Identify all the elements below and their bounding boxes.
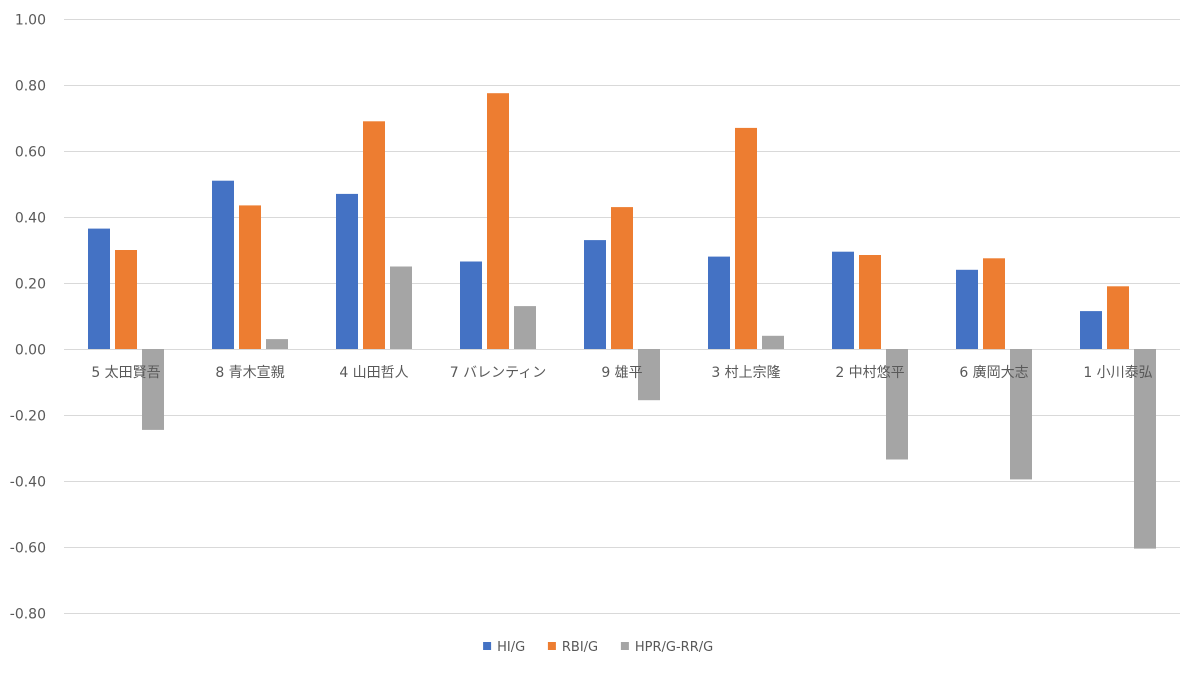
x-tick-label: 8 青木宣親: [215, 365, 284, 381]
bar-hpr-g-rr-g-7: [1010, 349, 1032, 480]
bar-hpr-g-rr-g-5: [762, 335, 784, 349]
x-tick-label: 1 小川泰弘: [1083, 365, 1152, 381]
y-tick-label: -0.20: [10, 409, 46, 425]
bar-hpr-g-rr-g-1: [266, 339, 288, 349]
y-tick-label: 1.00: [15, 13, 46, 29]
bar-hpr-g-rr-g-3: [514, 306, 536, 349]
bar-hi-g-1: [212, 180, 234, 349]
bar-hi-g-4: [584, 240, 606, 349]
x-tick-label: 7 バレンティン: [450, 365, 547, 381]
bar-rbi-g-6: [859, 255, 881, 349]
legend-label: RBI/G: [562, 640, 598, 655]
y-tick-label: 0.00: [15, 343, 46, 359]
legend-label: HPR/G-RR/G: [635, 640, 713, 655]
bar-rbi-g-8: [1107, 286, 1129, 349]
y-axis: 1.00 0.80 0.60 0.40 0.20 0.00 -0.20 -0.40 -0.60 -…: [10, 13, 46, 623]
bar-hpr-g-rr-g-0: [142, 349, 164, 430]
bar-rbi-g-1: [239, 205, 261, 349]
bar-hi-g-5: [708, 256, 730, 349]
legend-swatch: [483, 642, 492, 650]
legend-swatch: [547, 642, 556, 650]
x-tick-label: 6 廣岡大志: [959, 364, 1028, 381]
bar-rbi-g-2: [363, 121, 385, 349]
x-axis: 5 太田賢吾 8 青木宣親 4 山田哲人 7 バレンティン 9 雄平 3 村上宗隆 2 中村…: [91, 364, 1152, 381]
bar-hi-g-3: [460, 261, 482, 349]
legend: HI/G RBI/G HPR/G-RR/G: [483, 640, 713, 655]
bar-hpr-g-rr-g-4: [638, 349, 660, 401]
bar-hi-g-0: [88, 228, 110, 349]
y-tick-label: -0.80: [10, 607, 46, 623]
x-tick-label: 4 山田哲人: [339, 365, 408, 381]
bars: [88, 93, 1156, 549]
y-tick-label: 0.20: [15, 277, 46, 293]
bar-rbi-g-0: [115, 250, 137, 349]
bar-hi-g-7: [956, 269, 978, 349]
legend-swatch: [620, 642, 629, 650]
x-tick-label: 9 雄平: [601, 365, 642, 381]
bar-hpr-g-rr-g-6: [886, 349, 908, 460]
x-tick-label: 5 太田賢吾: [91, 365, 160, 381]
bar-hi-g-2: [336, 193, 358, 349]
x-tick-label: 2 中村悠平: [835, 365, 904, 381]
y-tick-label: -0.60: [10, 541, 46, 557]
bar-rbi-g-5: [735, 127, 757, 350]
bar-rbi-g-7: [983, 258, 1005, 350]
bar-hi-g-8: [1080, 311, 1102, 349]
y-tick-label: 0.80: [15, 79, 46, 95]
bar-rbi-g-4: [611, 207, 633, 349]
x-tick-label: 3 村上宗隆: [711, 365, 780, 381]
legend-label: HI/G: [497, 640, 525, 655]
bar-hi-g-6: [832, 251, 854, 349]
bar-hpr-g-rr-g-2: [390, 266, 412, 349]
bar-hpr-g-rr-g-8: [1134, 349, 1156, 549]
y-tick-label: 0.40: [15, 211, 46, 227]
bar-rbi-g-3: [487, 93, 509, 349]
y-tick-label: -0.40: [10, 475, 46, 491]
y-tick-label: 0.60: [15, 145, 46, 161]
